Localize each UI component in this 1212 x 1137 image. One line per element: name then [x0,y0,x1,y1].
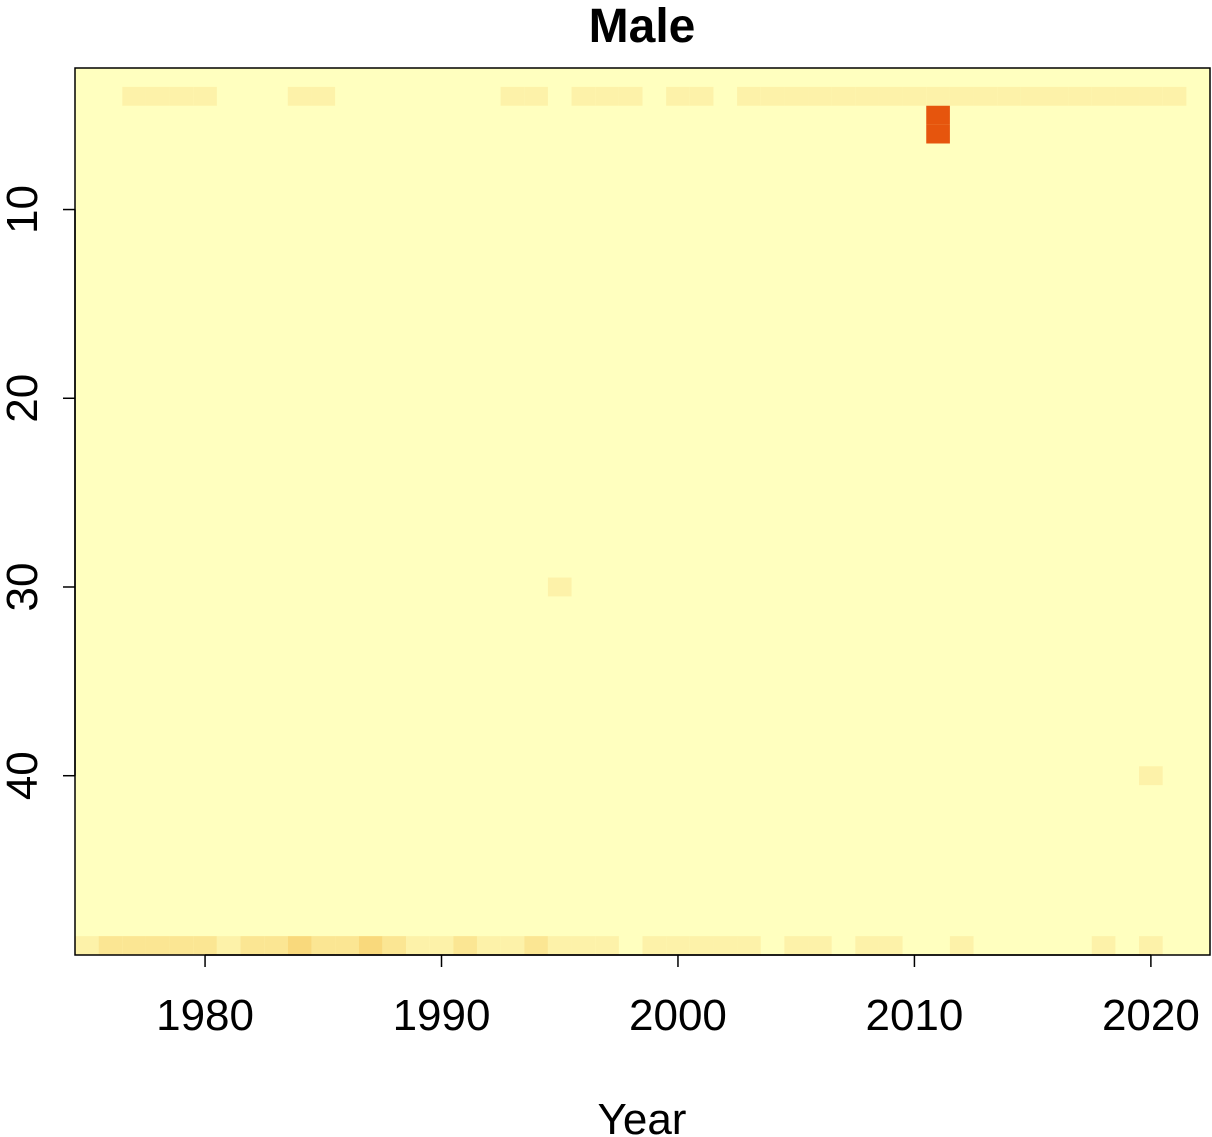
heatmap-cell [193,86,217,106]
heatmap-cell [571,86,596,106]
heatmap-cell [1162,86,1187,106]
heatmap-cell [547,577,572,597]
heatmap-cell [973,86,998,106]
heatmap-cell [666,86,690,106]
heatmap-cell [642,936,667,955]
heatmap-cell [122,86,146,106]
heatmap-cell [1139,86,1163,106]
heatmap-cell [666,936,690,955]
heatmap-cell [784,86,809,106]
y-tick-label: 20 [0,374,47,423]
heatmap-cell [760,86,785,106]
heatmap-cell [75,936,99,955]
heatmap-cell [311,86,336,106]
heatmap-cell [571,936,596,955]
x-tick-label: 2010 [865,991,963,1040]
heatmap-cell [808,86,832,106]
heatmap-cell [122,936,146,955]
heatmap-cell [1020,86,1045,106]
heatmap-background [75,68,1210,955]
heatmap-cell [547,936,572,955]
heatmap-cell [453,936,477,955]
y-tick-label: 10 [0,185,47,234]
heatmap-cell [169,936,194,955]
heatmap-cell [216,936,241,955]
heatmap-cell [287,86,312,106]
heatmap-cell [240,936,265,955]
heatmap-cell [595,936,619,955]
heatmap-cell [311,936,336,955]
x-axis-label: Year [598,1095,687,1137]
heatmap-cell [902,86,927,106]
heatmap-cell [524,936,548,955]
y-tick-label: 30 [0,563,47,612]
heatmap-cell [855,86,879,106]
heatmap-cell [926,124,950,144]
heatmap-cell [689,936,714,955]
heatmap-cell [878,86,903,106]
heatmap-cell [831,86,856,106]
heatmap-cell [784,936,809,955]
heatmap-cell [358,936,383,955]
heatmap-cell [949,86,974,106]
chart-title: Male [589,0,696,53]
heatmap-cell [1115,86,1140,106]
heatmap-cell [382,936,407,955]
heatmap-cell [524,86,548,106]
heatmap-cell [429,936,454,955]
heatmap-cell [169,86,194,106]
heatmap-cell [1044,86,1069,106]
heatmap-cell [808,936,832,955]
heatmap-cell [145,86,170,106]
x-tick-label: 1980 [156,991,254,1040]
x-tick-label: 2000 [629,991,727,1040]
heatmap-cell [500,936,525,955]
heatmap-cell [595,86,619,106]
heatmap-cell [264,936,288,955]
heatmap-cell [1139,766,1163,786]
heatmap-cell [1091,936,1116,955]
heatmap-cell [476,936,501,955]
x-tick-label: 2020 [1102,991,1200,1040]
heatmap-cell [98,936,123,955]
heatmap-cell [618,86,643,106]
heatmap-cell [193,936,217,955]
heatmap-cell [926,105,950,125]
heatmap-cell [1068,86,1092,106]
heatmap-cell [926,86,950,106]
heatmap-cell [1139,936,1163,955]
heatmap-cell [878,936,903,955]
x-tick-label: 1990 [393,991,491,1040]
heatmap-cell [1091,86,1116,106]
heatmap-cell [737,936,761,955]
heatmap-cell [287,936,312,955]
heatmap-cell [997,86,1021,106]
heatmap-cell [689,86,714,106]
heatmap-cell [335,936,359,955]
heatmap-cell [145,936,170,955]
heatmap-cell [737,86,761,106]
heatmap-cell [949,936,974,955]
heatmap-cell [500,86,525,106]
heatmap-cell [713,936,738,955]
y-tick-label: 40 [0,751,47,800]
heatmap-cell [406,936,430,955]
heatmap-cell [855,936,879,955]
